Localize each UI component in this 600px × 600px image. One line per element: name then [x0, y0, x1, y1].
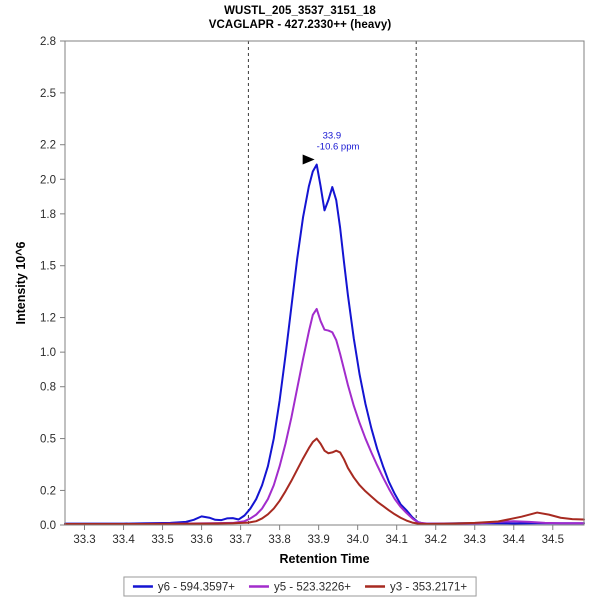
- y-axis-title: Intensity 10^6: [14, 241, 28, 324]
- legend-label[interactable]: y6 - 594.3597+: [158, 582, 235, 594]
- y-tick-label: 1.5: [40, 261, 56, 273]
- x-tick-label: 33.8: [268, 534, 290, 546]
- x-tick-label: 33.3: [73, 534, 95, 546]
- y-tick-label: 1.8: [40, 209, 56, 221]
- x-tick-label: 34.2: [425, 534, 447, 546]
- annotation-mass-error: -10.6 ppm: [317, 141, 360, 152]
- triangle-right-marker: [302, 154, 315, 165]
- y-tick-label: 2.5: [40, 88, 56, 100]
- trace-y6: [64, 163, 585, 525]
- y-tick-label: 2.2: [40, 140, 56, 152]
- plot-frame: [64, 40, 585, 526]
- x-tick-label: 34.4: [503, 534, 526, 546]
- x-tick-label: 34.0: [346, 534, 368, 546]
- x-tick-label: 34.5: [542, 534, 564, 546]
- legend-label[interactable]: y5 - 523.3226+: [274, 582, 351, 594]
- x-tick-label: 34.1: [385, 534, 407, 546]
- y-tick-label: 2.8: [40, 36, 56, 48]
- chart-title-line-2: VCAGLAPR - 427.2330++ (heavy): [208, 19, 392, 31]
- x-tick-label: 33.6: [190, 534, 212, 546]
- annotation-retention-time: 33.9: [323, 130, 342, 141]
- legend-box: [123, 576, 477, 597]
- x-axis-title: Retention Time: [279, 552, 369, 566]
- x-tick-label: 33.4: [112, 534, 135, 546]
- peak-annotation: 33.9-10.6 ppm: [302, 130, 360, 165]
- x-tick-label: 33.9: [307, 534, 329, 546]
- y-tick-label: 1.0: [40, 347, 56, 359]
- y-tick-label: 0.8: [40, 382, 56, 394]
- y-tick-label: 1.2: [40, 313, 56, 325]
- trace-lines: [64, 163, 585, 525]
- y-tick-label: 2.0: [40, 174, 56, 186]
- y-tick-label: 0.5: [40, 434, 56, 446]
- x-tick-label: 34.3: [464, 534, 486, 546]
- trace-y5: [64, 307, 585, 525]
- y-tick-label: 0.2: [40, 485, 56, 497]
- chart-title-block: WUSTL_205_3537_3151_18 VCAGLAPR - 427.23…: [0, 4, 600, 32]
- legend-label[interactable]: y3 - 353.2171+: [390, 582, 467, 594]
- x-tick-label: 33.5: [151, 534, 173, 546]
- chart-title-line-1: WUSTL_205_3537_3151_18: [224, 5, 376, 17]
- integration-boundary-lines[interactable]: [247, 41, 417, 525]
- x-axis: 33.3 33.4 33.5 33.6 33.7 33.8 33.9 34.0 34.1 34.2…: [73, 525, 564, 546]
- legend[interactable]: y6 - 594.3597+ y5 - 523.3226+ y3 - 353.217…: [123, 576, 477, 597]
- y-tick-label: 0.0: [40, 520, 56, 532]
- x-tick-label: 33.7: [229, 534, 251, 546]
- trace-y3: [64, 437, 585, 525]
- y-axis: 0.0 0.2 0.5 0.8 1.0 1.2 1.5 1.8 2.0 2.2 2.5 2.8: [40, 36, 65, 532]
